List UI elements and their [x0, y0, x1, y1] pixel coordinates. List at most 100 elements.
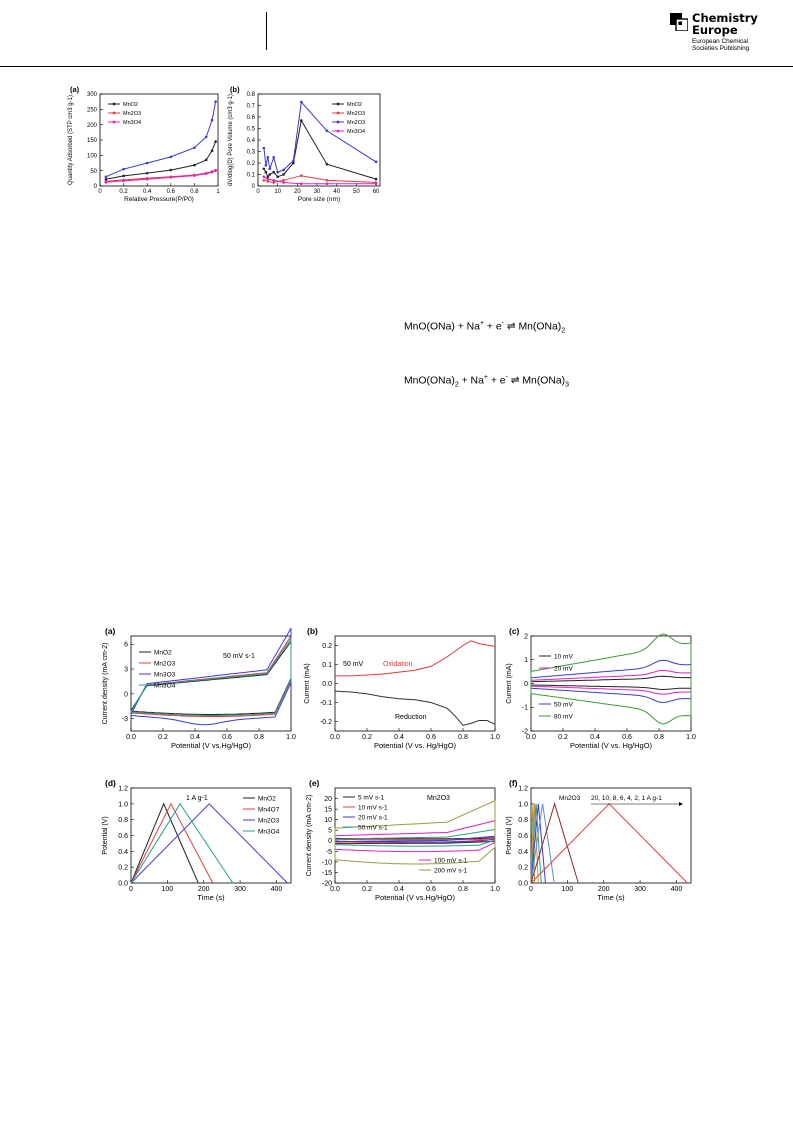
y-tick-label: 1.0 — [118, 801, 128, 808]
pore-point — [374, 182, 378, 185]
isotherm-point — [193, 163, 196, 167]
y-tick-label: -15 — [322, 870, 332, 877]
y-tick-label: 0.0 — [118, 880, 128, 887]
x-tick-label: 0.4 — [143, 189, 152, 195]
pore-point — [272, 155, 276, 159]
x-tick-label: 300 — [634, 886, 646, 893]
panel-f-gcd-rates: 0 100 200 300 400 0.0 0.2 0.4 0.6 0.8 1.0 1.2 Time (… — [506, 778, 692, 902]
pore-point — [325, 129, 329, 133]
panel-label: (c) — [509, 628, 520, 636]
eq1-mid-sup: - — [501, 320, 504, 327]
pore-point — [262, 146, 266, 150]
isotherm-point — [210, 118, 214, 122]
isotherm-point — [204, 135, 208, 139]
current-annotation: 1 A g-1 — [186, 795, 208, 802]
isotherm-point — [145, 171, 149, 175]
y-tick-label: 300 — [87, 92, 98, 98]
legend-label: 200 mV s-1 — [434, 867, 468, 874]
legend-label: Mn3O4 — [258, 828, 280, 835]
y-tick-label: 1.0 — [518, 801, 528, 808]
pore-point — [299, 174, 303, 177]
y-tick-label: 0 — [328, 838, 332, 845]
x-tick-label: 0.0 — [126, 734, 136, 741]
legend-label: Mn2O3 — [123, 111, 141, 117]
x-axis-label: Potential (V vs. Hg/HgO) — [570, 741, 653, 750]
isotherm-point — [104, 175, 108, 179]
y-tick-label: 0.6 — [518, 833, 528, 840]
y-tick-label: 3 — [124, 666, 128, 673]
pore-point — [374, 160, 378, 164]
pore-point — [299, 119, 303, 122]
reduction-line — [334, 690, 496, 726]
panel-label: (b) — [230, 86, 240, 94]
y-tick-label: -1 — [522, 705, 528, 712]
y-tick-label: 0.8 — [518, 817, 528, 824]
eq2-mid-sup: - — [505, 374, 508, 381]
pore-point — [268, 173, 272, 176]
pore-point — [325, 182, 329, 185]
isotherm-point — [169, 176, 173, 179]
equation-2: MnO(ONa)2 + Na+ + e- ⇌ Mn(ONa)3 — [404, 374, 569, 389]
x-tick-label: 400 — [671, 886, 683, 893]
legend-label: 80 mV — [554, 713, 573, 720]
x-tick-label: 0 — [129, 886, 133, 893]
scan-rate-annotation: 50 mV — [343, 661, 364, 668]
x-tick-label: 1.0 — [490, 734, 500, 741]
x-tick-label: 0.4 — [190, 734, 200, 741]
y-tick-label: -0.1 — [320, 700, 332, 707]
isotherm-point — [169, 155, 173, 159]
legend-label: 20 mV s-1 — [358, 814, 388, 821]
gcd-line — [130, 802, 199, 884]
x-tick-label: 0.8 — [654, 734, 664, 741]
x-tick-label: 0.6 — [622, 734, 632, 741]
legend-label: 100 mV s-1 — [434, 857, 468, 864]
legend-marker — [336, 111, 340, 115]
panel-e-cv-mn2o3: 0.0 0.2 0.4 0.6 0.8 1.0 -20 -15 -10 -5 0 5 10 15 20 Pot… — [306, 778, 500, 902]
eq1-right-sub: 2 — [561, 327, 566, 335]
x-tick-label: 200 — [198, 886, 210, 893]
header-rule — [0, 66, 793, 67]
panel-label: (a) — [105, 628, 116, 636]
gcd-line — [530, 803, 555, 884]
oxidation-annotation: Oxidation — [383, 661, 413, 668]
y-tick-label: 15 — [324, 807, 332, 814]
y-axis-label: Current density (mA cm-2) — [306, 795, 313, 877]
legend-label: Mn3O4 — [154, 682, 176, 689]
y-tick-label: 0.0 — [518, 880, 528, 887]
header-divider — [266, 12, 267, 50]
pore-point — [272, 178, 276, 182]
gcd-line — [530, 803, 688, 884]
legend-label: MnO2 — [347, 102, 362, 108]
pore-point — [268, 167, 272, 171]
legend-label: Mn3O4 — [123, 120, 141, 126]
y-axis-label: Current density (mA cm-2) — [102, 643, 109, 725]
eq2-plus: + Na — [458, 375, 484, 387]
y-tick-label: 0.8 — [118, 817, 128, 824]
eq2-mid: + e — [487, 375, 506, 387]
rate-annotation: 50 mV s-1 — [223, 653, 255, 660]
reduction-annotation: Reduction — [395, 714, 427, 721]
panel-a-cv: 0.0 0.2 0.4 0.6 0.8 1.0 -3 0 3 6 Potential (V vs.H… — [102, 628, 296, 750]
y-tick-label: 0.4 — [518, 849, 528, 856]
pore-point — [276, 170, 279, 174]
legend-marker — [336, 102, 340, 106]
eq2-plus-sup: + — [483, 374, 488, 381]
eq1-arrow: ⇌ — [506, 321, 516, 333]
pore-point — [266, 177, 270, 181]
y-tick-label: 0.4 — [118, 849, 128, 856]
pore-point — [282, 181, 285, 184]
y-tick-label: 0.4 — [247, 138, 256, 144]
isotherm-point — [104, 177, 108, 181]
y-axis-label: Quantity Adsorbed (STP cm3 g-1) — [68, 95, 74, 185]
isotherm-point — [210, 170, 214, 174]
y-tick-label: 2 — [524, 633, 528, 640]
pore-point — [266, 180, 270, 183]
panel-b-cv-redox: 0.0 0.2 0.4 0.6 0.8 1.0-0.2-0.10.00.10.2Poten… — [304, 628, 500, 750]
legend-marker — [112, 102, 116, 106]
panel-label: (b) — [307, 628, 318, 636]
pore-point — [262, 178, 266, 182]
y-tick-label: 0 — [524, 681, 528, 688]
isotherm-point — [204, 158, 208, 162]
y-tick-label: 1.2 — [518, 785, 528, 792]
x-tick-label: 1 — [216, 189, 220, 195]
